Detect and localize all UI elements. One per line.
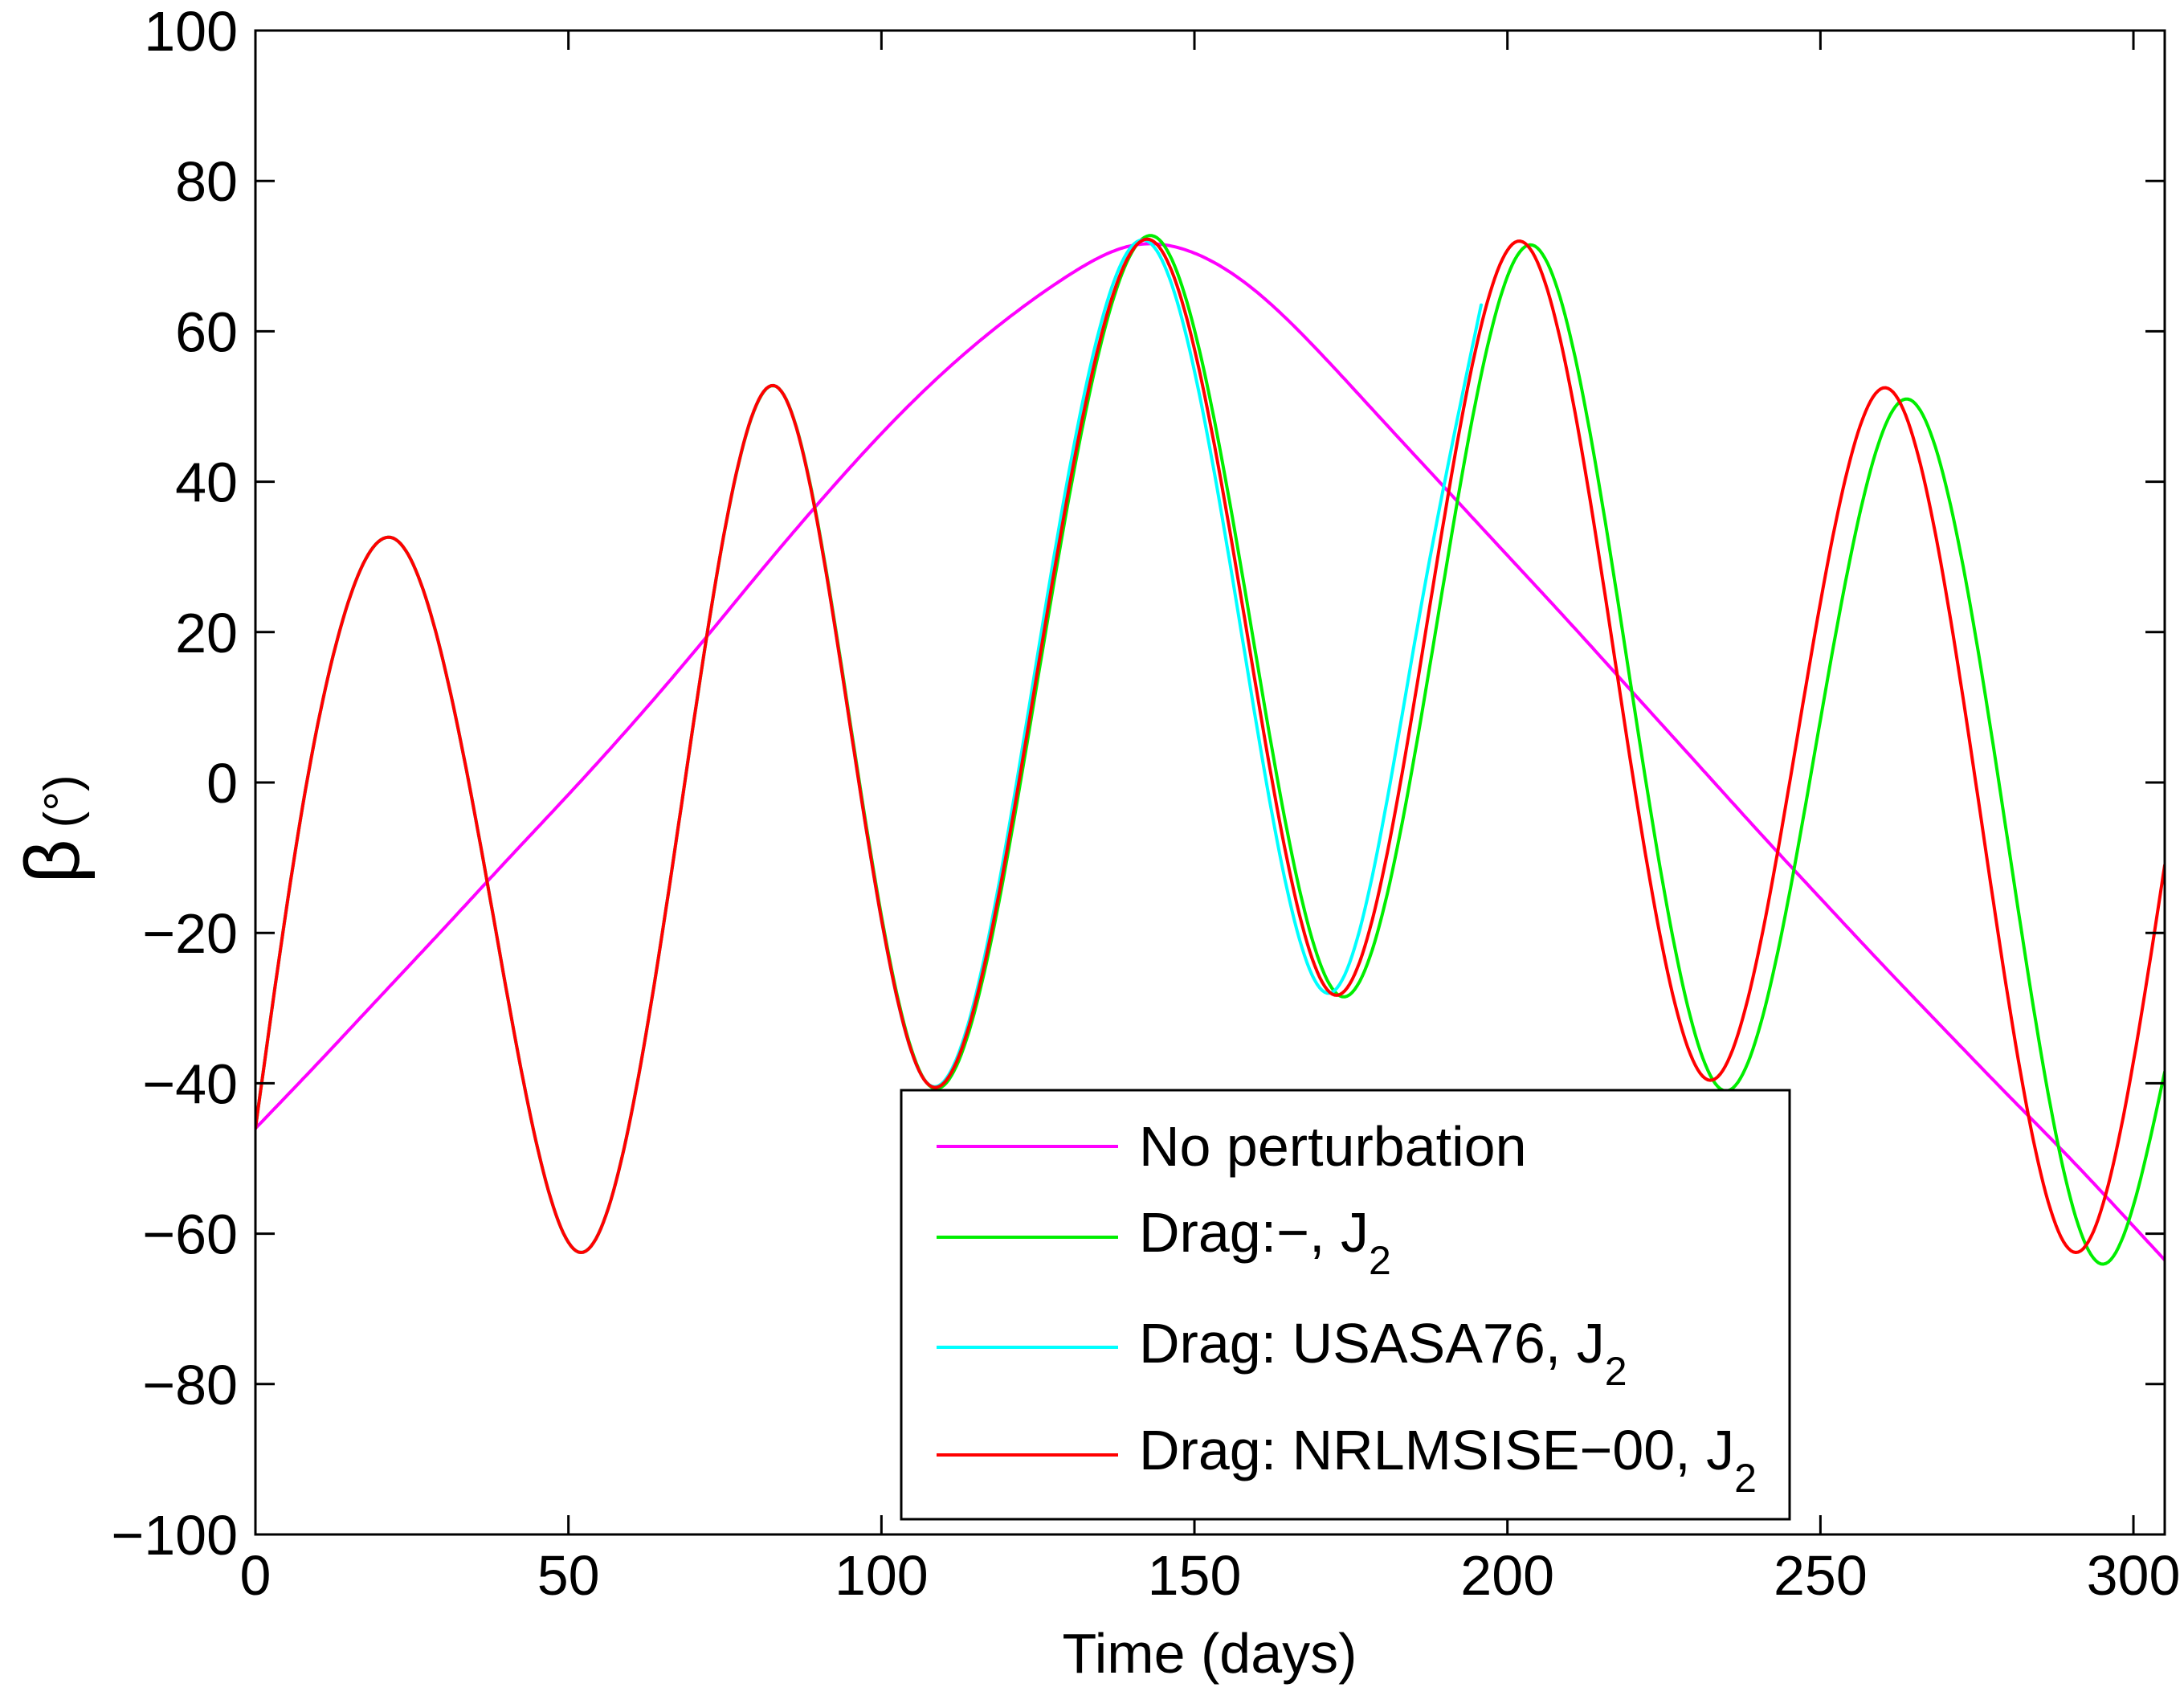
legend-label-subscript: 2 bbox=[1734, 1456, 1757, 1501]
y-tick-label: −20 bbox=[142, 902, 238, 965]
y-tick-label: 40 bbox=[175, 452, 238, 514]
y-tick-label: 100 bbox=[144, 0, 238, 63]
legend-label-drag-none-j2: Drag:−, J2 bbox=[1139, 1201, 1391, 1283]
series-layer bbox=[255, 234, 2165, 1266]
x-tick-label: 250 bbox=[1774, 1544, 1868, 1607]
x-tick-label: 100 bbox=[835, 1544, 929, 1607]
y-tick-label: 80 bbox=[175, 150, 238, 213]
y-axis-label: β (°) bbox=[10, 774, 96, 883]
legend: No perturbation Drag:−, J2 Drag: USASA76… bbox=[900, 1089, 1791, 1521]
x-axis-label: Time (days) bbox=[1063, 1622, 1357, 1685]
legend-label-text: Drag: NRLMSISE−00, J bbox=[1139, 1419, 1734, 1481]
legend-label-subscript: 2 bbox=[1369, 1238, 1391, 1283]
legend-label-subscript: 2 bbox=[1605, 1349, 1627, 1394]
series-line-no-perturbation bbox=[255, 242, 2165, 1262]
series-line-drag-nrlmsise-00-j2 bbox=[255, 237, 2165, 1254]
y-tick-label: 0 bbox=[206, 752, 238, 815]
x-tick-label: 200 bbox=[1460, 1544, 1554, 1607]
legend-label-drag-nrlmsise-00-j2: Drag: NRLMSISE−00, J2 bbox=[1139, 1419, 1757, 1501]
legend-label-drag-usasa76-j2: Drag: USASA76, J2 bbox=[1139, 1312, 1627, 1394]
legend-label-text: Drag: USASA76, J bbox=[1139, 1312, 1605, 1375]
legend-label-text: Drag:−, J bbox=[1139, 1201, 1369, 1264]
x-tick-label: 50 bbox=[537, 1544, 600, 1607]
y-tick-label: 20 bbox=[175, 602, 238, 664]
tick-labels: 0 50 100 150 200 250 300 −100 −80 −60 −40 −20 0 20 40 6… bbox=[111, 0, 2180, 1607]
y-tick-label: −60 bbox=[142, 1203, 238, 1266]
legend-box bbox=[900, 1089, 1791, 1521]
legend-label-no-perturbation: No perturbation bbox=[1139, 1115, 1527, 1178]
axes-box bbox=[254, 29, 2166, 1536]
y-tick-label: 60 bbox=[175, 300, 238, 363]
x-tick-label: 0 bbox=[240, 1544, 271, 1607]
y-tick-label: −100 bbox=[111, 1504, 238, 1567]
y-axis-label-unit: (°) bbox=[35, 774, 90, 827]
y-axis-label-symbol: β bbox=[10, 839, 96, 883]
y-tick-label: −40 bbox=[142, 1052, 238, 1115]
legend-label-text: No perturbation bbox=[1139, 1115, 1527, 1178]
x-tick-label: 300 bbox=[2087, 1544, 2181, 1607]
y-tick-label: −80 bbox=[142, 1354, 238, 1416]
x-tick-label: 150 bbox=[1148, 1544, 1242, 1607]
